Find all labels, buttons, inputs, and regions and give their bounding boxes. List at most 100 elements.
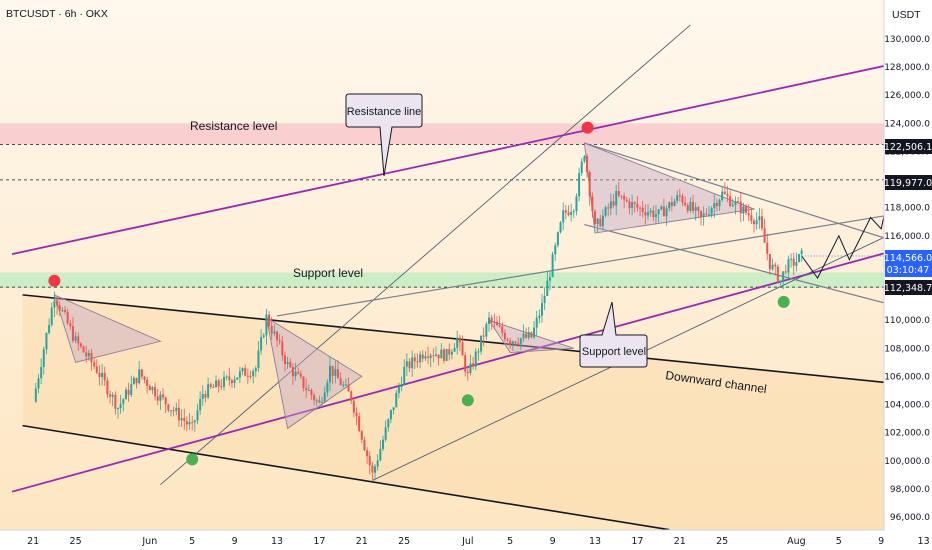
time-axis-panel[interactable]	[0, 530, 884, 550]
candle-body-113	[334, 369, 337, 376]
candle-body-222	[623, 196, 626, 200]
green-marker-0	[186, 453, 199, 466]
green-marker-2	[777, 295, 790, 308]
y-tick-10: 110,000.0	[884, 316, 930, 326]
candle-body-258	[718, 199, 721, 207]
candle-body-83	[254, 368, 257, 371]
candle-body-91	[276, 331, 278, 341]
candle-body-146	[421, 354, 424, 359]
candle-body-200	[564, 210, 567, 213]
y-tick-2: 126,000.0	[884, 91, 930, 101]
candle-body-8	[56, 300, 59, 306]
callout-resistance-bubble	[345, 93, 423, 177]
candle-body-112	[331, 365, 334, 376]
candle-body-147	[424, 356, 427, 359]
candle-body-160	[458, 337, 461, 343]
candle-body-92	[278, 340, 281, 342]
candle-body-23	[95, 366, 98, 373]
candle-body-253	[705, 213, 708, 215]
candle-body-150	[432, 355, 435, 357]
candle-body-59	[191, 422, 194, 424]
candle-body-190	[538, 315, 541, 318]
candle-body-186	[527, 332, 530, 338]
candle-body-238	[665, 208, 668, 217]
candle-body-192	[543, 296, 546, 303]
candle-body-199	[562, 210, 565, 223]
candle-body-44	[151, 386, 154, 391]
candle-body-135	[392, 407, 395, 411]
candle-body-127	[371, 465, 374, 473]
candle-body-157	[450, 351, 453, 355]
candle-body-126	[368, 456, 371, 466]
candle-body-128	[374, 466, 377, 473]
candle-body-240	[670, 202, 673, 206]
candle-body-38	[135, 377, 138, 384]
candle-body-169	[482, 335, 485, 337]
candle-body-9	[58, 305, 61, 311]
candle-body-130	[379, 448, 382, 461]
candle-body-145	[419, 354, 422, 363]
y-tick-16: 98,000.0	[890, 485, 930, 495]
candle-body-67	[212, 386, 215, 388]
candle-body-163	[466, 371, 469, 374]
candle-body-248	[692, 201, 695, 211]
x-tick-9: Jul	[461, 536, 473, 547]
candle-body-246	[686, 205, 689, 211]
candle-body-74	[230, 380, 233, 384]
candle-body-29	[111, 394, 114, 397]
candle-body-63	[201, 393, 204, 399]
x-tick-15: 25	[716, 536, 728, 547]
candle-body-55	[180, 418, 183, 421]
candle-body-22	[93, 362, 96, 367]
candle-body-230	[644, 212, 647, 216]
candle-body-57	[185, 421, 188, 425]
candle-body-123	[360, 431, 363, 440]
candle-body-24	[98, 372, 101, 378]
candle-body-2	[40, 366, 43, 379]
candle-body-264	[734, 201, 737, 206]
candle-body-286	[792, 258, 795, 266]
candle-body-206	[580, 161, 583, 174]
candle-body-280	[776, 266, 779, 283]
candle-body-170	[485, 323, 488, 337]
candle-body-227	[636, 203, 639, 208]
resistance-level-label: Resistance level	[190, 119, 277, 133]
candle-body-108	[321, 401, 324, 403]
price-label-122506: 122,506.1	[884, 139, 932, 154]
candle-body-289	[800, 250, 803, 255]
candle-body-236	[660, 206, 663, 210]
zones-layer	[0, 123, 884, 288]
x-tick-7: 21	[356, 536, 368, 547]
red-marker-1	[581, 121, 594, 134]
triangle-lower-line	[584, 223, 924, 314]
y-tick-3: 124,000.0	[884, 119, 930, 129]
candle-body-51	[170, 410, 172, 412]
x-tick-1: 25	[70, 536, 82, 547]
x-tick-0: 21	[27, 536, 39, 547]
candle-body-102	[305, 388, 308, 391]
last-price-bg	[885, 250, 932, 277]
x-tick-6: 17	[313, 536, 325, 547]
candle-body-97	[291, 367, 294, 377]
candle-body-73	[228, 376, 231, 381]
x-tick-4: 9	[232, 536, 238, 547]
candle-body-245	[684, 202, 687, 206]
resistance-zone	[0, 123, 884, 145]
candle-body-172	[490, 317, 493, 322]
y-tick-0: 130,000.0	[884, 35, 930, 45]
candle-body-156	[448, 349, 451, 355]
triangle-descending-line	[584, 142, 914, 248]
candle-body-14	[71, 326, 74, 341]
candle-body-68	[215, 380, 218, 388]
price-label-112348-text: 112,348.7	[884, 283, 932, 294]
candle-body-164	[469, 363, 472, 374]
symbol-title: BTCUSDT · 6h · OKX	[6, 8, 108, 20]
candle-body-139	[403, 366, 406, 385]
candle-body-257	[715, 202, 718, 207]
last-price-text: 114,566.0	[884, 253, 932, 264]
candle-body-4	[45, 332, 48, 350]
candle-body-213	[599, 218, 602, 227]
candle-body-101	[302, 376, 305, 389]
candle-body-231	[647, 212, 649, 216]
